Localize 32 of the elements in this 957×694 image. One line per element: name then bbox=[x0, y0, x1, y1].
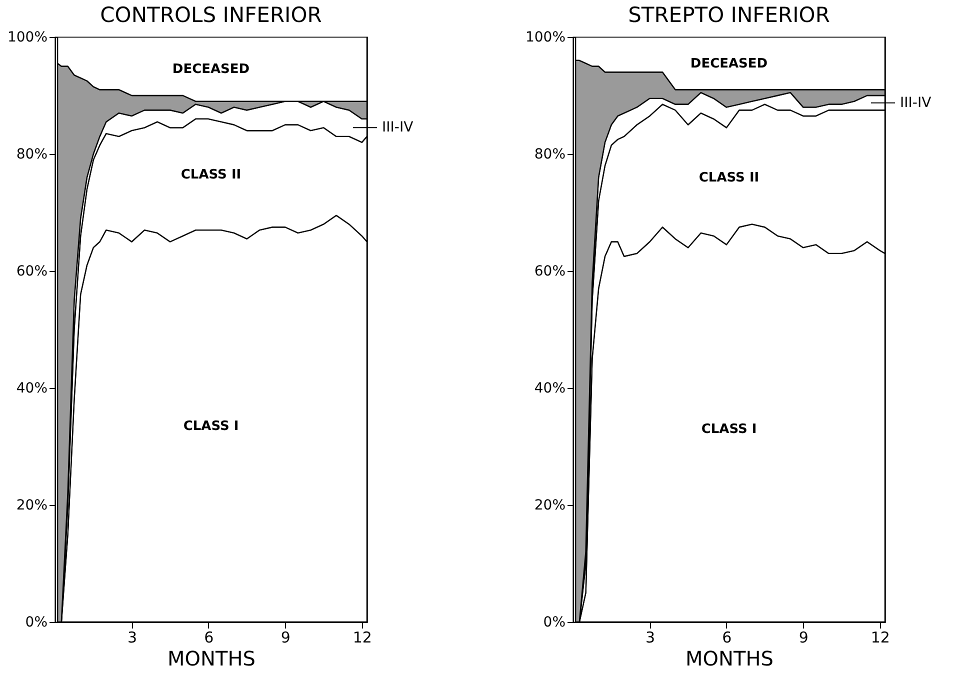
series-label: CLASS I bbox=[701, 422, 757, 437]
y-tick-label: 20% bbox=[534, 498, 566, 514]
x-axis-title: MONTHS bbox=[168, 646, 256, 670]
y-tick-label: 100% bbox=[7, 30, 48, 46]
chart-title: CONTROLS INFERIOR bbox=[100, 3, 322, 27]
y-tick-label: 80% bbox=[534, 146, 566, 162]
series-label: DECEASED bbox=[690, 56, 768, 72]
x-tick-label: 12 bbox=[352, 628, 372, 646]
legend-label: III-IV bbox=[382, 120, 414, 136]
x-tick-label: 6 bbox=[204, 628, 214, 646]
y-tick-label: 60% bbox=[534, 264, 566, 280]
y-tick-label: 40% bbox=[16, 380, 48, 396]
y-tick-label: 80% bbox=[16, 146, 48, 162]
series-label: CLASS II bbox=[180, 167, 242, 182]
y-tick-label: 0% bbox=[543, 614, 566, 630]
x-tick-label: 3 bbox=[645, 628, 655, 646]
x-axis-title: MONTHS bbox=[686, 646, 774, 670]
series-label: CLASS I bbox=[183, 419, 239, 434]
x-tick-label: 12 bbox=[870, 628, 890, 646]
x-tick-label: 6 bbox=[722, 628, 732, 646]
x-tick-label: 3 bbox=[127, 628, 137, 646]
chart-title: STREPTO INFERIOR bbox=[628, 3, 830, 27]
y-tick-label: 40% bbox=[534, 380, 566, 396]
x-tick-label: 9 bbox=[798, 628, 808, 646]
y-tick-label: 100% bbox=[525, 30, 566, 46]
series-label: CLASS II bbox=[698, 170, 760, 186]
y-tick-label: 0% bbox=[25, 614, 48, 630]
x-tick-label: 9 bbox=[280, 628, 290, 646]
y-tick-label: 20% bbox=[16, 498, 48, 514]
series-label: DECEASED bbox=[172, 62, 250, 78]
y-tick-label: 60% bbox=[16, 264, 48, 280]
legend-label: III-IV bbox=[900, 94, 932, 111]
